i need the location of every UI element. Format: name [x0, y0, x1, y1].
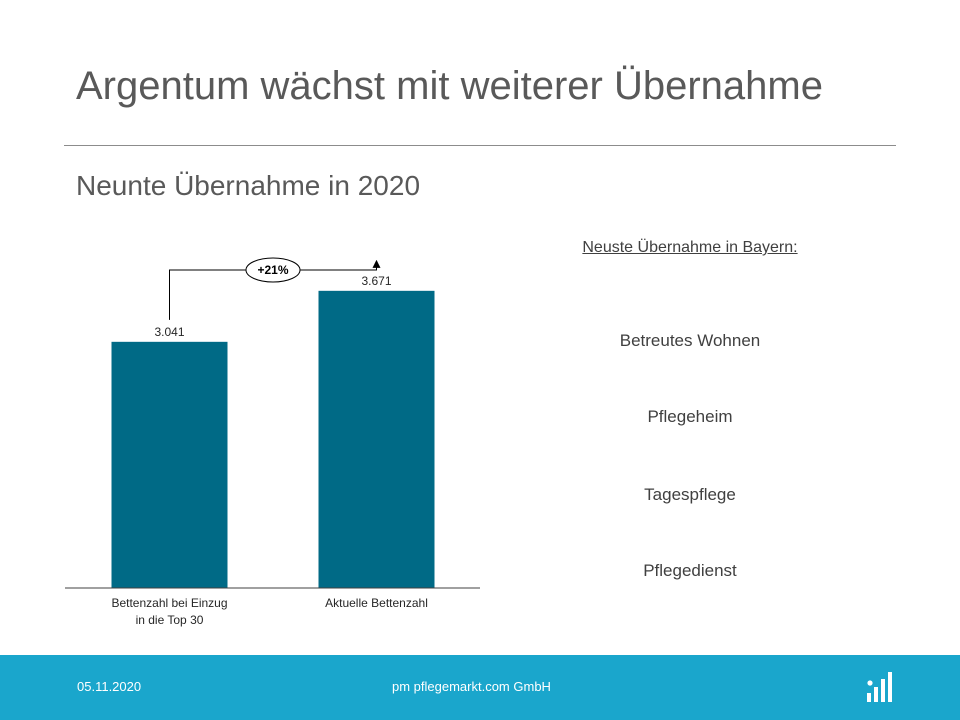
data-label-0: 3.041: [154, 325, 184, 339]
acquisition-panel: Neuste Übernahme in Bayern: Betreutes Wo…: [540, 230, 840, 590]
acquisition-heading: Neuste Übernahme in Bayern:: [582, 239, 798, 256]
category-label-0-line-0: Bettenzahl bei Einzug: [111, 596, 227, 610]
footer-date: 05.11.2020: [77, 679, 142, 694]
service-item-pflegeheim: Pflegeheim: [647, 407, 733, 426]
category-label-0-line-1: in die Top 30: [136, 613, 204, 627]
service-item-pflegedienst: Pflegedienst: [643, 561, 737, 580]
service-item-betreutes-wohnen: Betreutes Wohnen: [619, 331, 761, 350]
page-title: Argentum wächst mit weiterer Übernahme: [76, 64, 823, 108]
growth-label: +21%: [257, 263, 288, 277]
bar-1: [318, 290, 435, 588]
pflegemarkt-logo-icon: [867, 672, 892, 702]
service-item-tagespflege: Tagespflege: [644, 485, 736, 504]
title-divider: [64, 145, 896, 146]
footer-bar: 05.11.2020 pm pflegemarkt.com GmbH: [0, 655, 960, 720]
bar-0: [111, 341, 228, 588]
footer-company: pm pflegemarkt.com GmbH: [392, 679, 551, 694]
bar-chart: 3.041 Bettenzahl bei Einzug in die Top 30 3…: [65, 257, 480, 627]
data-label-1: 3.671: [361, 274, 391, 288]
page-subtitle: Neunte Übernahme in 2020: [76, 170, 421, 201]
category-label-1-line-0: Aktuelle Bettenzahl: [325, 596, 428, 610]
growth-badge: [245, 257, 301, 283]
